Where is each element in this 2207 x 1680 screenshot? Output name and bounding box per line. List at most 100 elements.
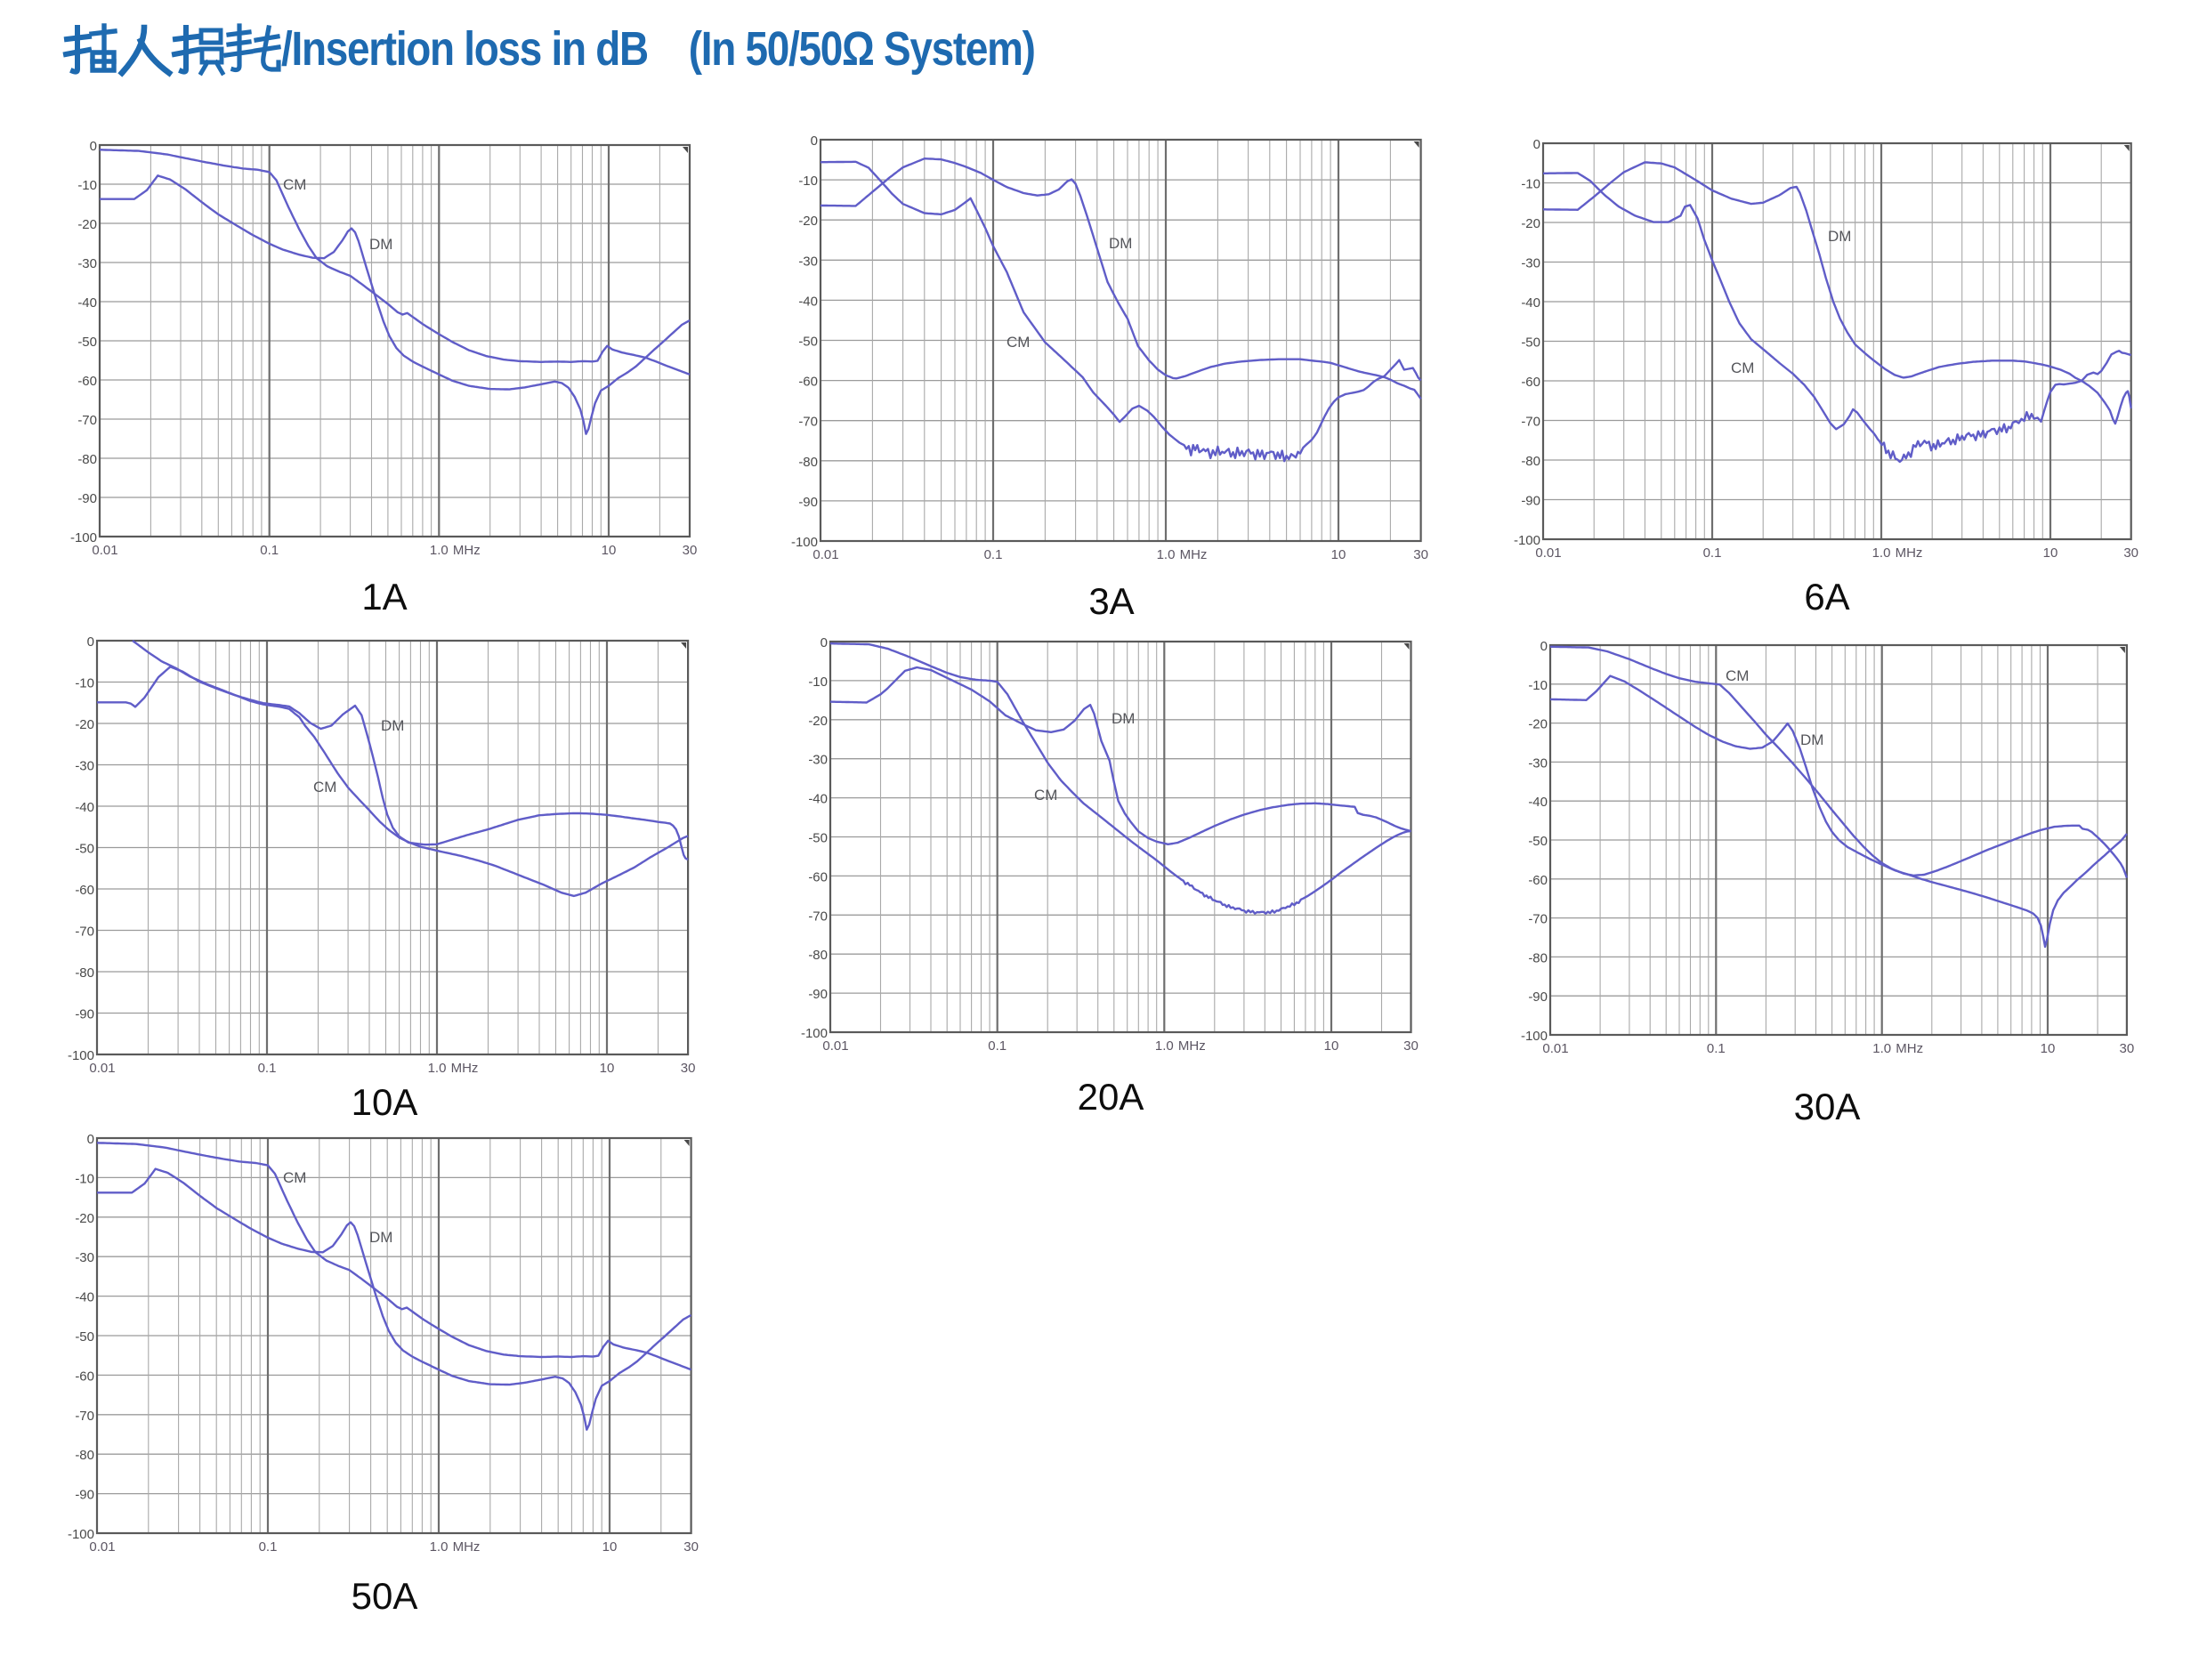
svg-text:CM: CM (1726, 667, 1749, 684)
svg-text:30A: 30A (1794, 1086, 1861, 1127)
svg-text:-40: -40 (798, 294, 818, 309)
svg-text:0.1: 0.1 (259, 1539, 278, 1555)
svg-text:MHz: MHz (453, 1539, 481, 1555)
svg-text:CM: CM (313, 779, 336, 796)
svg-text:-30: -30 (798, 254, 818, 269)
svg-text:-40: -40 (808, 792, 828, 807)
svg-text:30: 30 (1413, 547, 1428, 562)
svg-text:-50: -50 (77, 335, 97, 350)
svg-text:-30: -30 (75, 759, 94, 774)
svg-text:-70: -70 (798, 415, 818, 430)
svg-text:-70: -70 (75, 925, 94, 940)
svg-text:30: 30 (683, 543, 698, 558)
svg-text:0.01: 0.01 (812, 547, 838, 562)
svg-text:0.1: 0.1 (1703, 545, 1722, 561)
svg-text:0.01: 0.01 (822, 1038, 848, 1054)
svg-text:-70: -70 (808, 909, 828, 924)
svg-text:-50: -50 (1528, 834, 1548, 849)
svg-text:-60: -60 (77, 374, 97, 389)
svg-text:MHz: MHz (1178, 1038, 1206, 1054)
svg-text:30: 30 (2123, 545, 2138, 561)
svg-text:-60: -60 (798, 375, 818, 390)
svg-text:-30: -30 (1528, 755, 1548, 771)
svg-text:0.1: 0.1 (984, 547, 1003, 562)
svg-text:20A: 20A (1078, 1076, 1144, 1118)
svg-text:CM: CM (1731, 359, 1754, 376)
svg-text:-80: -80 (77, 452, 97, 467)
svg-text:-20: -20 (798, 214, 818, 229)
svg-text:-40: -40 (1521, 295, 1540, 311)
svg-text:-60: -60 (1528, 873, 1548, 888)
svg-text:10A: 10A (352, 1081, 418, 1123)
svg-text:-30: -30 (75, 1250, 94, 1265)
svg-text:-10: -10 (808, 674, 828, 690)
svg-text:-50: -50 (798, 335, 818, 350)
svg-text:MHz: MHz (1896, 545, 1923, 561)
svg-text:10: 10 (2043, 545, 2058, 561)
svg-text:-80: -80 (75, 965, 94, 981)
svg-text:-90: -90 (77, 491, 97, 506)
svg-text:0.1: 0.1 (258, 1061, 277, 1076)
svg-text:-50: -50 (1521, 335, 1540, 351)
svg-text:0: 0 (811, 133, 818, 149)
svg-text:1.0: 1.0 (430, 543, 449, 558)
svg-text:-100: -100 (68, 1527, 94, 1542)
svg-text:10: 10 (602, 1539, 618, 1555)
svg-text:-80: -80 (808, 948, 828, 963)
svg-text:CM: CM (283, 176, 306, 193)
svg-text:-40: -40 (77, 295, 97, 311)
svg-text:-70: -70 (77, 413, 97, 428)
svg-text:1.0: 1.0 (1157, 547, 1176, 562)
svg-text:0.1: 0.1 (1707, 1041, 1726, 1056)
svg-text:-30: -30 (1521, 256, 1540, 271)
svg-text:MHz: MHz (453, 543, 481, 558)
svg-text:-90: -90 (75, 1488, 94, 1503)
svg-text:-50: -50 (75, 1329, 94, 1345)
svg-text:30: 30 (1403, 1038, 1419, 1054)
svg-text:DM: DM (1800, 731, 1823, 748)
svg-text:0.01: 0.01 (1535, 545, 1561, 561)
svg-text:-60: -60 (75, 883, 94, 898)
svg-text:30: 30 (681, 1061, 696, 1076)
svg-text:1A: 1A (361, 576, 407, 618)
svg-text:-60: -60 (808, 869, 828, 884)
svg-text:0: 0 (1533, 137, 1540, 152)
svg-text:-20: -20 (1521, 216, 1540, 231)
svg-text:30: 30 (683, 1539, 699, 1555)
svg-text:-90: -90 (1521, 494, 1540, 509)
svg-text:CM: CM (1006, 334, 1030, 351)
svg-text:DM: DM (1109, 235, 1132, 252)
svg-text:-100: -100 (68, 1048, 94, 1063)
svg-text:DM: DM (381, 717, 404, 734)
svg-text:10: 10 (2041, 1041, 2056, 1056)
svg-text:-40: -40 (1528, 795, 1548, 810)
svg-text:10: 10 (602, 543, 617, 558)
svg-text:CM: CM (283, 1169, 306, 1186)
svg-text:MHz: MHz (451, 1061, 479, 1076)
svg-text:DM: DM (369, 236, 392, 253)
svg-text:-10: -10 (77, 178, 97, 193)
svg-text:-60: -60 (75, 1369, 94, 1384)
svg-text:-100: -100 (1521, 1029, 1548, 1044)
svg-text:-100: -100 (70, 530, 97, 545)
svg-text:-80: -80 (798, 455, 818, 470)
svg-text:-90: -90 (75, 1007, 94, 1022)
svg-text:0: 0 (87, 1132, 94, 1147)
svg-text:MHz: MHz (1896, 1041, 1923, 1056)
svg-text:1.0: 1.0 (430, 1539, 449, 1555)
svg-text:-50: -50 (75, 842, 94, 857)
svg-text:0: 0 (87, 634, 94, 650)
svg-text:-10: -10 (75, 1171, 94, 1186)
svg-text:-70: -70 (1528, 912, 1548, 927)
svg-text:1.0: 1.0 (1872, 1041, 1891, 1056)
svg-text:-100: -100 (1514, 533, 1540, 548)
svg-text:0.01: 0.01 (92, 543, 117, 558)
svg-text:50A: 50A (352, 1575, 418, 1617)
svg-text:-50: -50 (808, 831, 828, 846)
svg-text:DM: DM (1112, 710, 1135, 727)
svg-text:-90: -90 (808, 987, 828, 1002)
svg-text:-10: -10 (75, 676, 94, 691)
svg-text:-20: -20 (77, 217, 97, 232)
svg-text:-20: -20 (808, 714, 828, 729)
svg-text:-100: -100 (801, 1026, 828, 1041)
